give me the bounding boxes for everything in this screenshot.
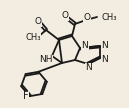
Text: N: N bbox=[82, 41, 88, 51]
Text: O: O bbox=[62, 11, 68, 21]
Text: N: N bbox=[86, 64, 92, 72]
Text: CH₃: CH₃ bbox=[102, 13, 118, 21]
Text: N: N bbox=[102, 40, 108, 49]
Text: O: O bbox=[83, 14, 91, 22]
Text: O: O bbox=[34, 17, 42, 26]
Text: CH₃: CH₃ bbox=[25, 33, 41, 41]
Text: N: N bbox=[102, 55, 108, 64]
Text: NH: NH bbox=[39, 56, 53, 64]
Text: F: F bbox=[23, 91, 28, 101]
